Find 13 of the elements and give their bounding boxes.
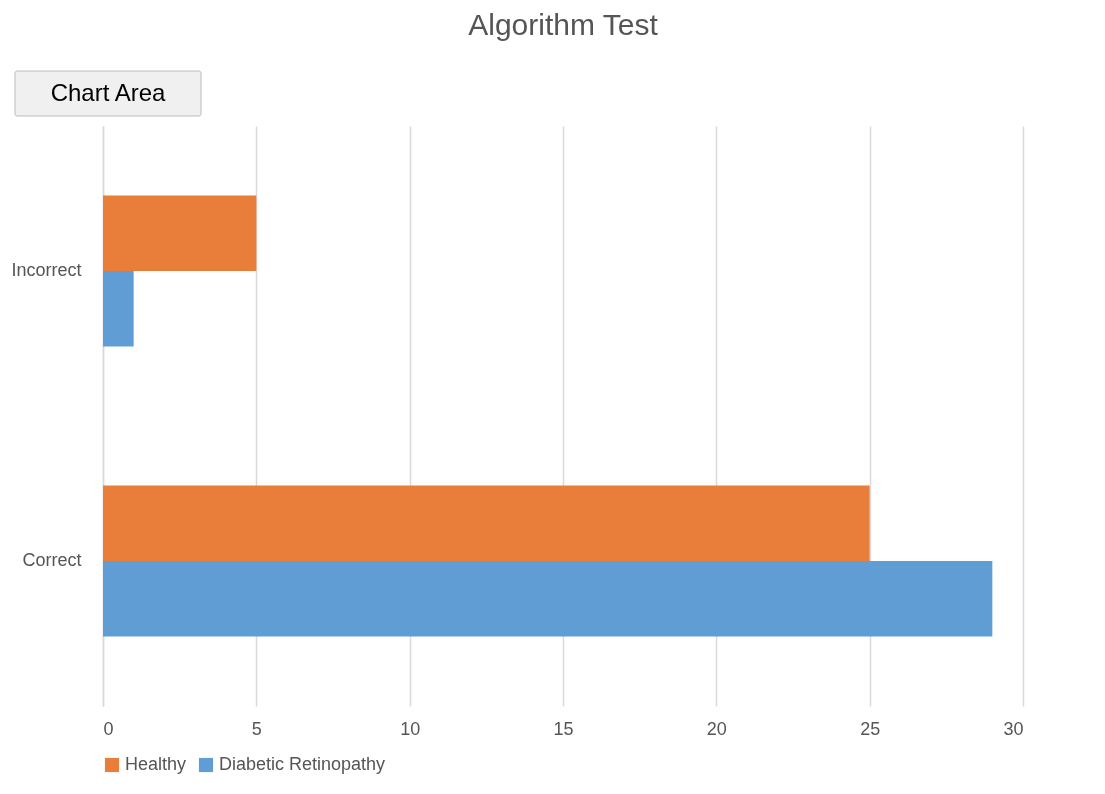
y-tick-label: Correct [22, 550, 82, 570]
x-tick-label: 25 [860, 718, 881, 739]
chart-title: Algorithm Test [468, 7, 659, 41]
legend-label: Healthy [125, 754, 187, 774]
text: Chart Area [50, 79, 167, 106]
x-tick-label: 15 [553, 718, 574, 739]
x-tick-label: 30 [1003, 718, 1024, 739]
x-tick-label: 0 [103, 718, 114, 739]
legend-label: Diabetic Retinopathy [219, 754, 386, 774]
x-tick-label: 10 [400, 718, 421, 739]
y-tick-label: Incorrect [11, 260, 82, 280]
x-tick-label: 5 [251, 718, 262, 739]
x-tick-label: 20 [706, 718, 727, 739]
